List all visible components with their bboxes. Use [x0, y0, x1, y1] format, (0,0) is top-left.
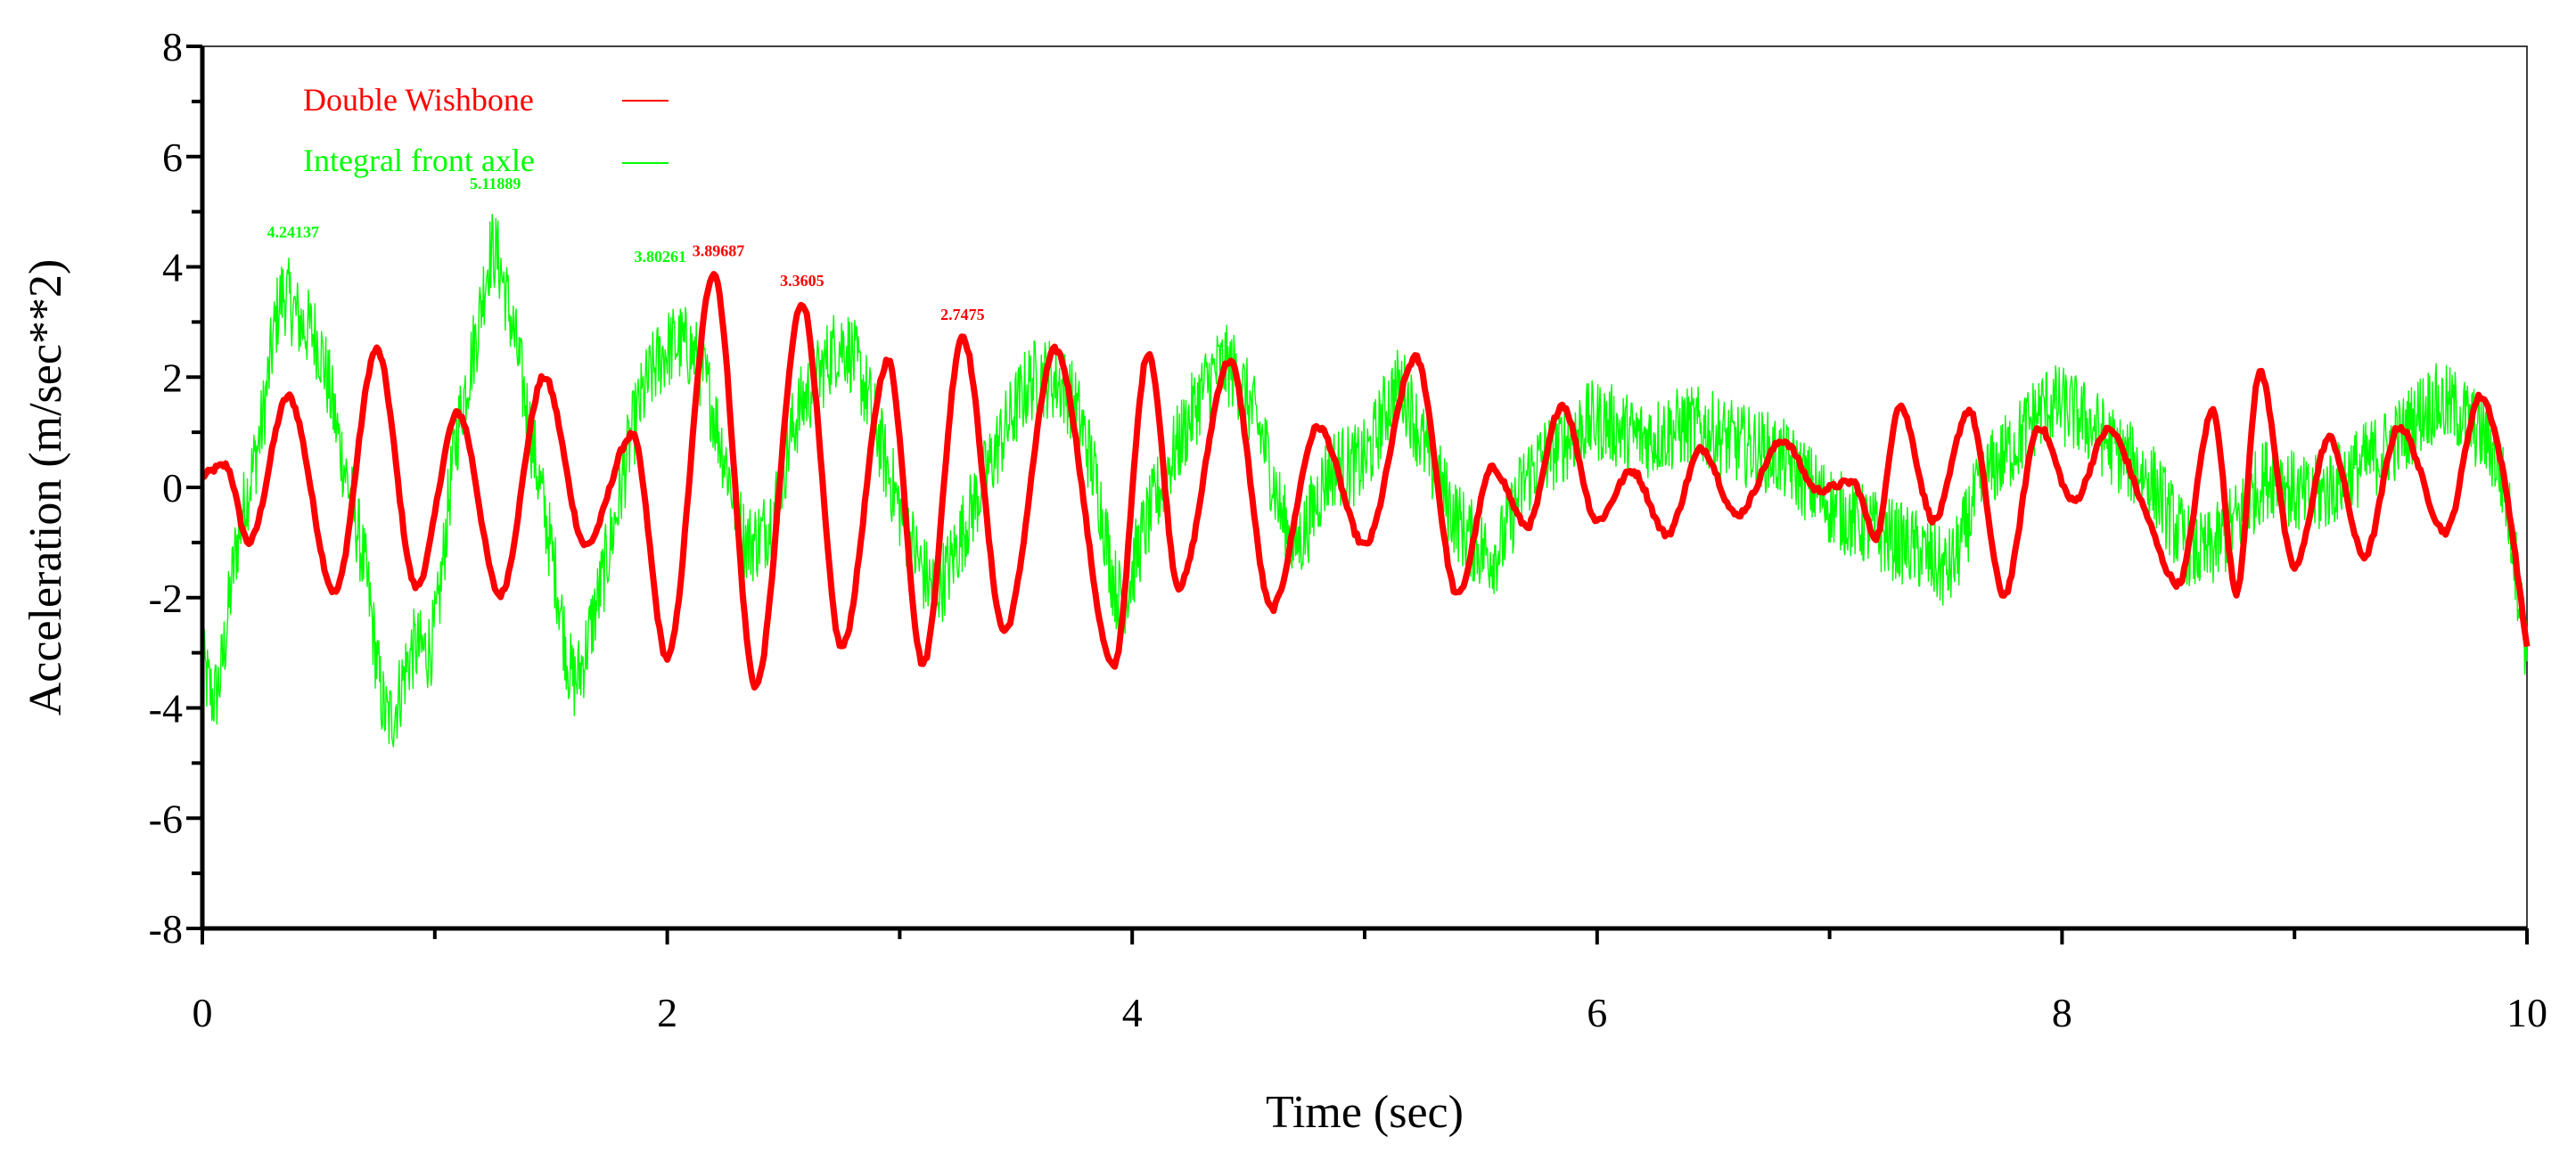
x-tick-label: 8	[2052, 990, 2072, 1035]
legend: Double Wishbone Integral front axle	[303, 82, 669, 178]
peak-annotation: 4.24137	[267, 224, 319, 241]
peak-annotation: 2.7475	[940, 306, 985, 323]
legend-label-integral-front-axle: Integral front axle	[303, 143, 535, 178]
ticks-layer: 0 2 4 6 8 10 -8 -6 -4 -2 0 2 4 6 8	[149, 24, 2547, 1035]
x-tick-label: 10	[2506, 990, 2547, 1035]
y-tick-label: -2	[149, 576, 183, 621]
y-tick-label: -8	[149, 906, 183, 952]
y-tick-label: 2	[162, 355, 183, 400]
x-tick-label: 0	[193, 990, 213, 1035]
series-layer	[201, 214, 2531, 748]
x-tick-label: 6	[1587, 990, 1607, 1035]
y-tick-label: -4	[149, 686, 183, 732]
x-axis-title: Time (sec)	[1266, 1087, 1464, 1138]
x-tick-label: 4	[1122, 990, 1143, 1035]
y-tick-label: 0	[162, 465, 183, 511]
series-line-double-wishbone	[201, 271, 2531, 691]
peak-annotation: 3.89687	[693, 242, 745, 260]
peak-annotation: 5.11889	[470, 175, 521, 192]
legend-label-double-wishbone: Double Wishbone	[303, 82, 534, 118]
y-tick-label: -6	[149, 796, 183, 841]
x-tick-label: 2	[657, 990, 677, 1035]
y-tick-label: 6	[162, 135, 183, 180]
y-tick-label: 4	[162, 245, 183, 290]
y-axis-title: Acceleration (m/sec**2)	[21, 259, 71, 716]
y-tick-label: 8	[162, 24, 183, 69]
peak-annotation: 3.80261	[635, 248, 687, 266]
peak-annotation: 3.3605	[780, 272, 824, 290]
series-line-integral-front-axle	[201, 214, 2528, 748]
annotations-layer: 4.24137 5.11889 3.80261 3.89687 3.3605 2.7475	[267, 175, 984, 323]
